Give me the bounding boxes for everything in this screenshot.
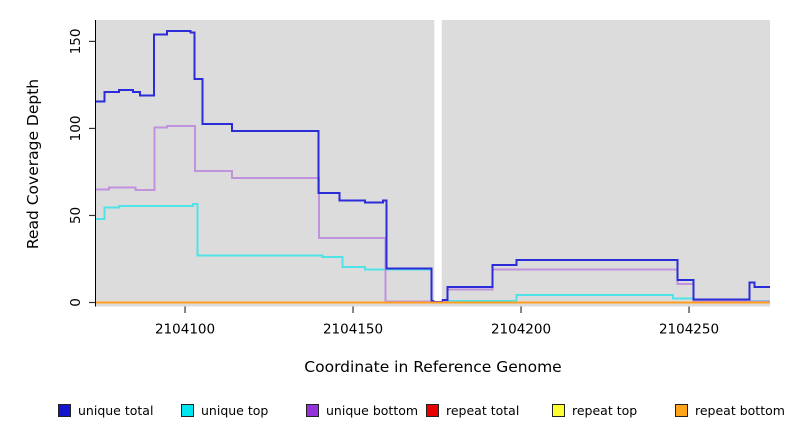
legend-label: repeat top bbox=[572, 402, 638, 418]
legend-item-unique-top: unique top bbox=[181, 402, 268, 418]
series-line-unique-top bbox=[96, 203, 770, 302]
legend-item-unique-total: unique total bbox=[58, 402, 153, 418]
legend-item-unique-bottom: unique bottom bbox=[306, 402, 418, 418]
legend-swatch-icon bbox=[181, 403, 194, 417]
coverage-gap-mask bbox=[434, 20, 442, 301]
legend-swatch-icon bbox=[58, 403, 71, 417]
x-tick-label: 2104200 bbox=[491, 322, 551, 338]
legend-swatch-icon bbox=[675, 403, 688, 417]
legend-label: unique total bbox=[78, 402, 154, 418]
legend-item-repeat-top: repeat top bbox=[552, 402, 637, 418]
legend-swatch-icon bbox=[552, 403, 565, 417]
legend-item-repeat-total: repeat total bbox=[426, 402, 519, 418]
legend-swatch-icon bbox=[426, 403, 439, 417]
legend-label: repeat total bbox=[446, 402, 520, 418]
legend-label: unique bottom bbox=[326, 402, 419, 418]
legend-label: unique top bbox=[201, 402, 269, 418]
legend: unique total unique top unique bottom repea… bbox=[0, 398, 792, 428]
x-axis-title: Coordinate in Reference Genome bbox=[304, 358, 562, 376]
series-line-unique-total bbox=[96, 30, 770, 302]
x-tick-label: 2104250 bbox=[659, 322, 719, 338]
y-tick-label: 150 bbox=[68, 29, 84, 55]
plot-panel bbox=[96, 20, 770, 307]
y-tick-label: 50 bbox=[68, 207, 84, 224]
legend-swatch-icon bbox=[306, 403, 319, 417]
x-tick-label: 2104150 bbox=[323, 322, 383, 338]
legend-item-repeat-bottom: repeat bottom bbox=[675, 402, 785, 418]
y-tick-label: 0 bbox=[68, 298, 84, 307]
series-line-unique-bottom bbox=[96, 124, 770, 303]
y-tick-label: 100 bbox=[68, 116, 84, 142]
x-tick-label: 2104100 bbox=[155, 322, 215, 338]
legend-label: repeat bottom bbox=[695, 402, 785, 418]
y-axis-title: Read Coverage Depth bbox=[24, 78, 42, 250]
